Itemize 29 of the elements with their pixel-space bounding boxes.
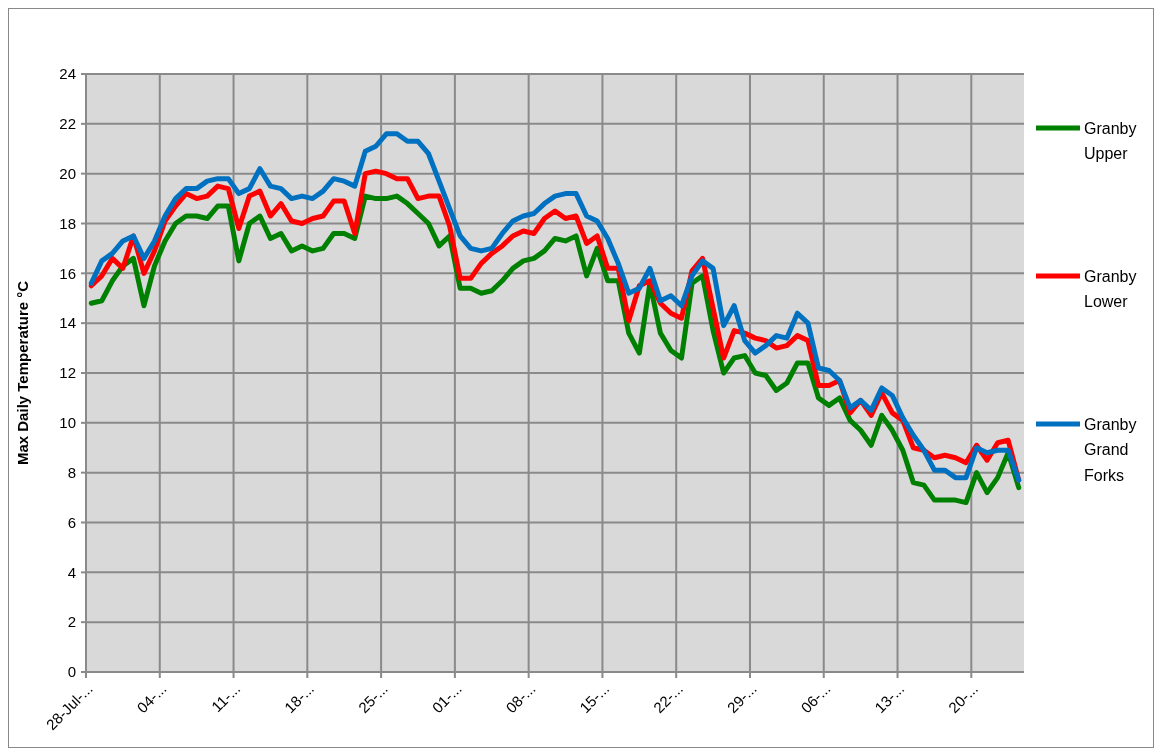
x-tick-label: 18-... [280, 679, 318, 717]
y-tick-label: 18 [59, 214, 76, 232]
y-tick-label: 4 [67, 563, 76, 581]
x-tick-label: 08-... [502, 679, 539, 717]
legend-label: Granby Grand Forks [1084, 415, 1137, 484]
y-tick-label: 22 [59, 115, 76, 133]
y-tick-label: 10 [59, 414, 76, 432]
y-tick-label: 0 [67, 663, 76, 681]
legend-label: Granby Lower [1084, 267, 1137, 311]
x-tick-label: 25-... [354, 679, 391, 717]
y-tick-label: 16 [59, 264, 76, 282]
y-axis-title: Max Daily Temperature °C [14, 280, 31, 466]
x-tick-label: 04-... [133, 679, 170, 717]
x-tick-label: 01-... [428, 679, 465, 717]
x-tick-label: 13-... [871, 679, 908, 717]
x-tick-label: 20-... [944, 679, 982, 717]
y-tick-label: 2 [67, 613, 76, 631]
x-tick-label: 29-... [723, 679, 760, 717]
y-tick-label: 14 [59, 314, 76, 332]
y-tick-label: 24 [59, 65, 76, 83]
y-tick-label: 20 [59, 164, 76, 182]
legend-label: Granby Upper [1084, 119, 1137, 163]
y-tick-label: 6 [67, 513, 76, 531]
x-tick-label: 15-... [576, 679, 613, 717]
x-tick-label: 11-... [207, 679, 244, 716]
x-tick-label: 22-... [649, 679, 687, 717]
y-tick-label: 8 [67, 463, 76, 481]
x-tick-label: 06-... [797, 679, 834, 717]
y-tick-label: 12 [59, 364, 76, 382]
